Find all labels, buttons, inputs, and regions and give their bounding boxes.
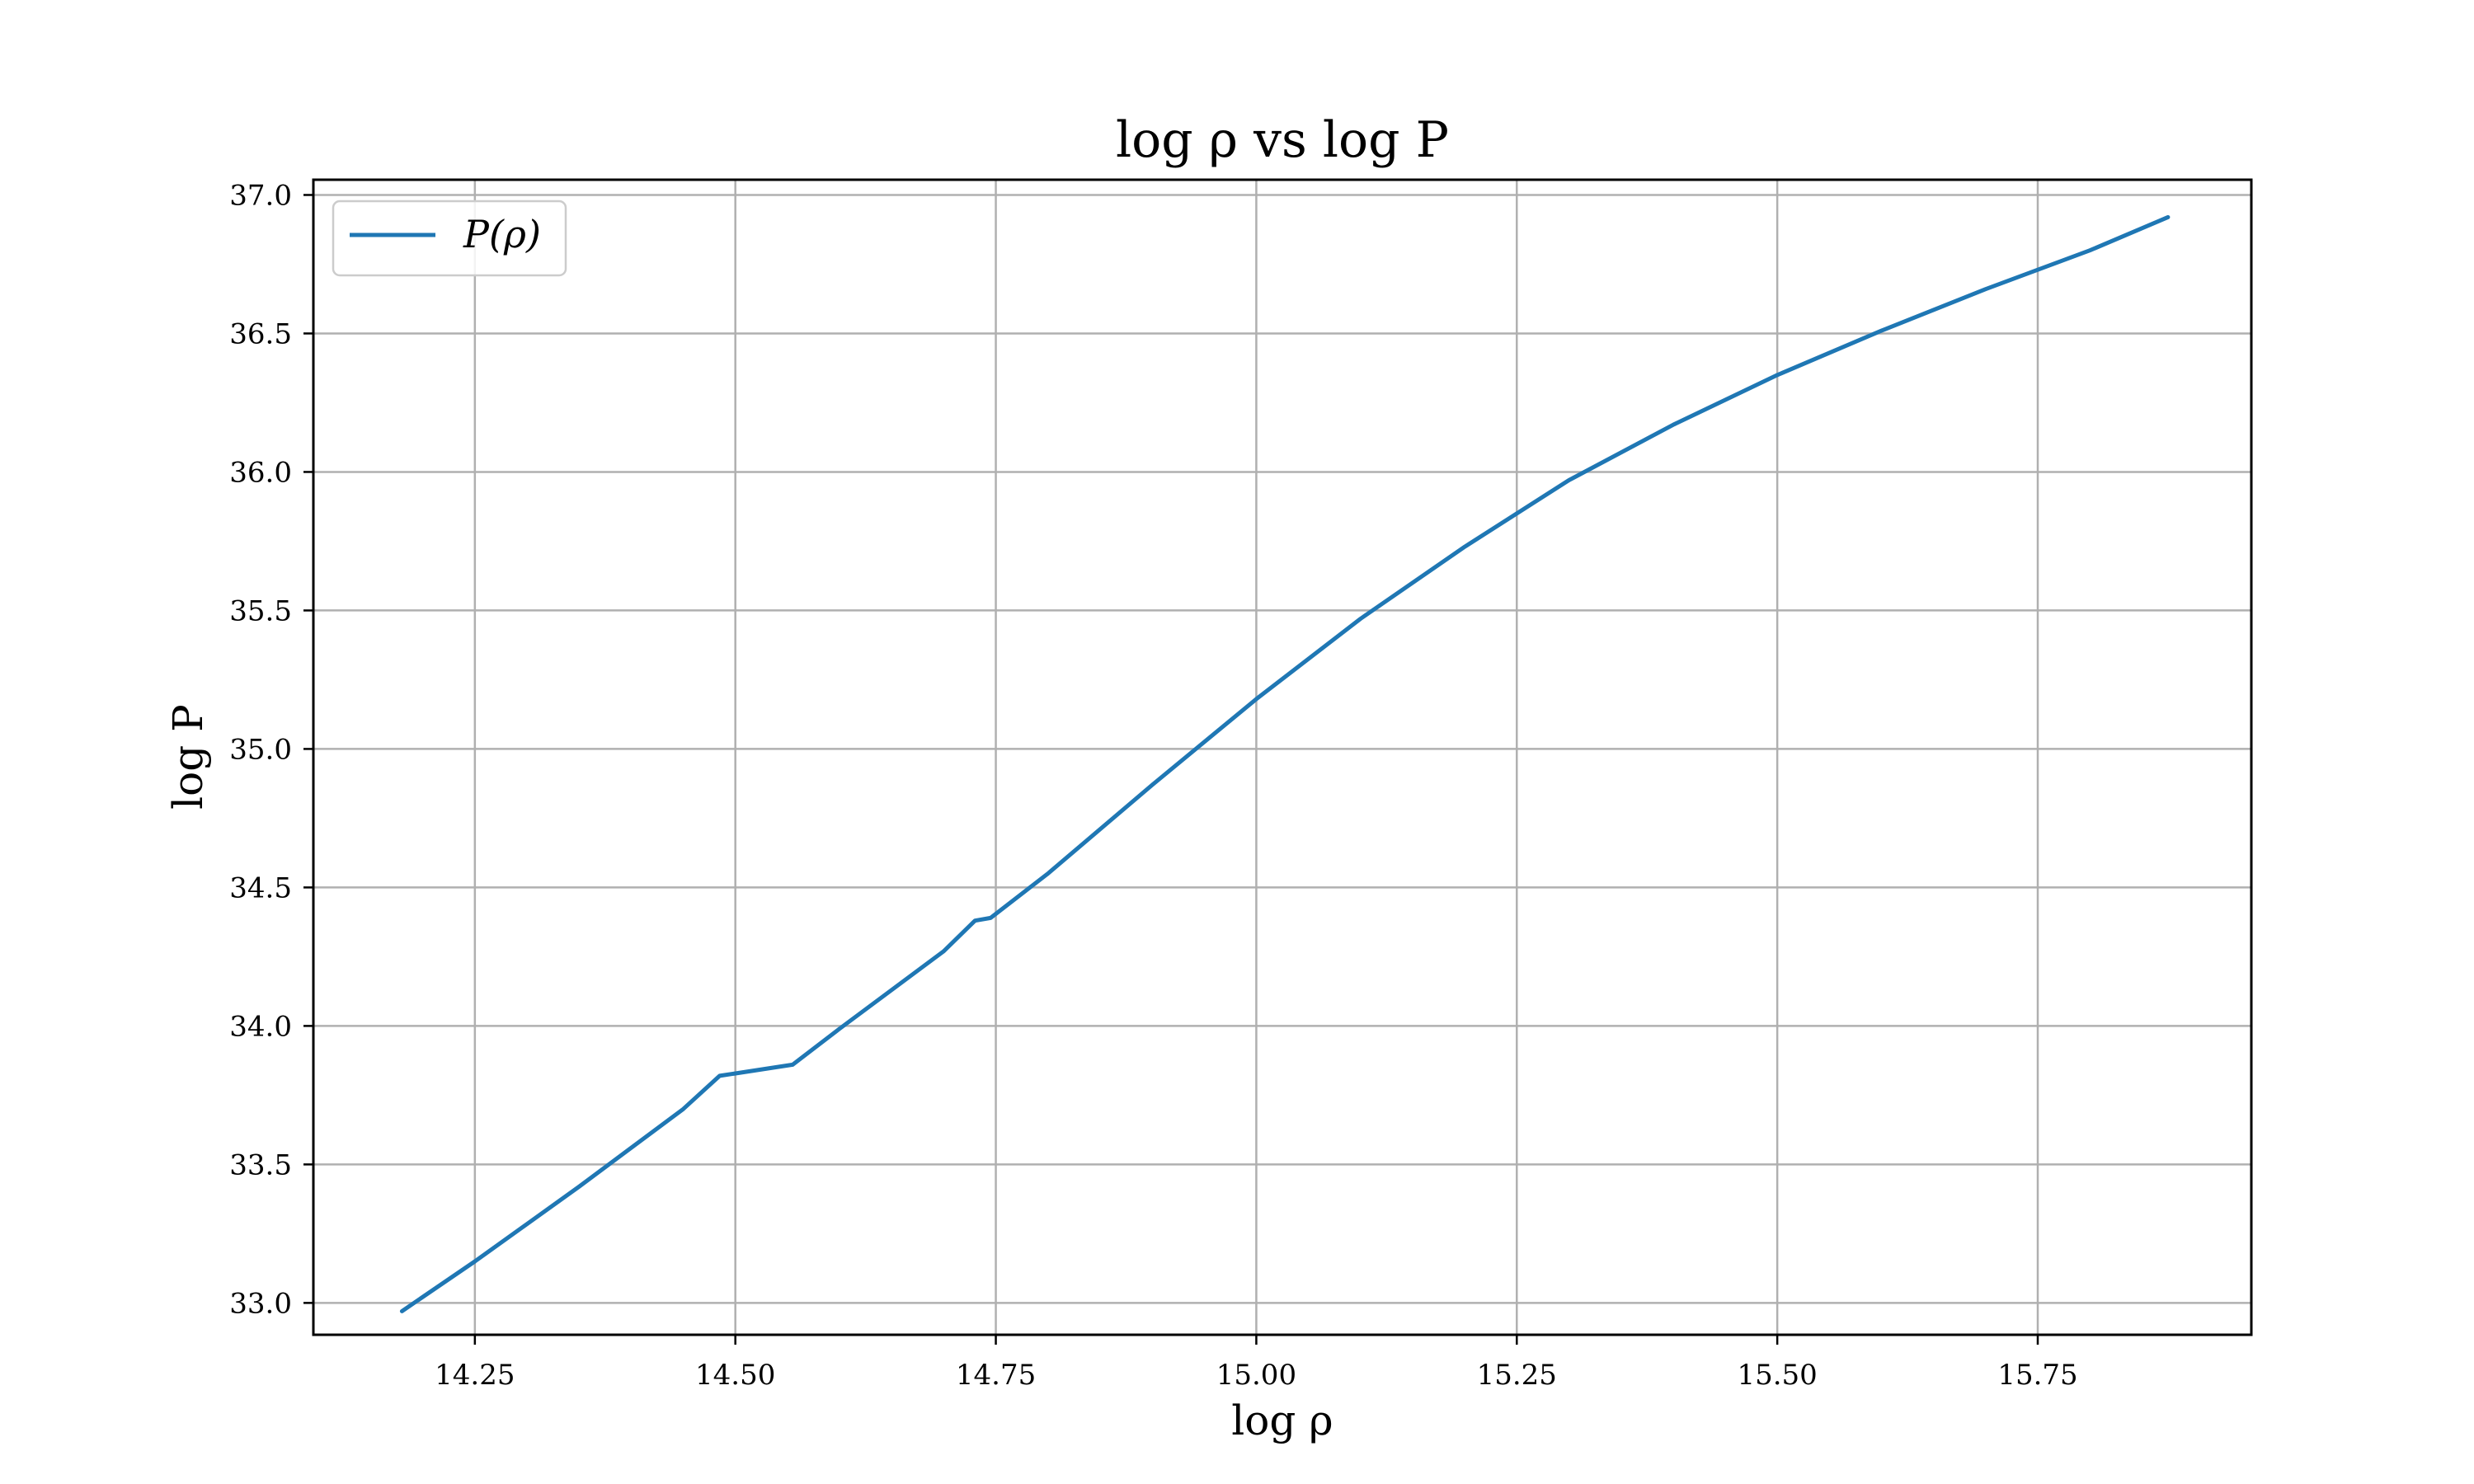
x-tick-label: 15.25	[1477, 1359, 1557, 1392]
legend: P(ρ)	[332, 200, 567, 277]
series-line	[399, 214, 2171, 1313]
x-tick-label: 15.75	[1997, 1359, 2077, 1392]
y-axis-title: log P	[164, 704, 212, 810]
x-tick-label: 14.50	[695, 1359, 775, 1392]
x-axis-title: log ρ	[1231, 1397, 1333, 1444]
x-tick-label: 15.50	[1737, 1359, 1817, 1392]
y-tick-label: 35.5	[229, 594, 292, 627]
legend-label: P(ρ)	[463, 212, 541, 256]
y-tick-label: 33.0	[229, 1287, 292, 1320]
y-tick-label: 37.0	[229, 179, 292, 212]
x-tick-label: 14.75	[956, 1359, 1036, 1392]
x-tick-label: 15.00	[1216, 1359, 1296, 1392]
y-tick-label: 34.0	[229, 1010, 292, 1043]
tick-layer: 14.25 14.50 14.75 15.00 15.25 15.50 15.75 33.0 3…	[229, 179, 2077, 1392]
x-tick-label: 14.25	[435, 1359, 515, 1392]
y-tick-label: 36.5	[229, 317, 292, 350]
plot-frame	[312, 178, 2253, 1336]
chart-title: log ρ vs log P	[1116, 111, 1449, 169]
grid-layer	[313, 180, 2251, 1335]
y-tick-label: 33.5	[229, 1148, 292, 1181]
y-tick-label: 36.0	[229, 456, 292, 489]
y-tick-label: 34.5	[229, 871, 292, 904]
series-layer	[399, 214, 2171, 1313]
y-tick-label: 35.0	[229, 733, 292, 766]
legend-box	[332, 200, 567, 277]
